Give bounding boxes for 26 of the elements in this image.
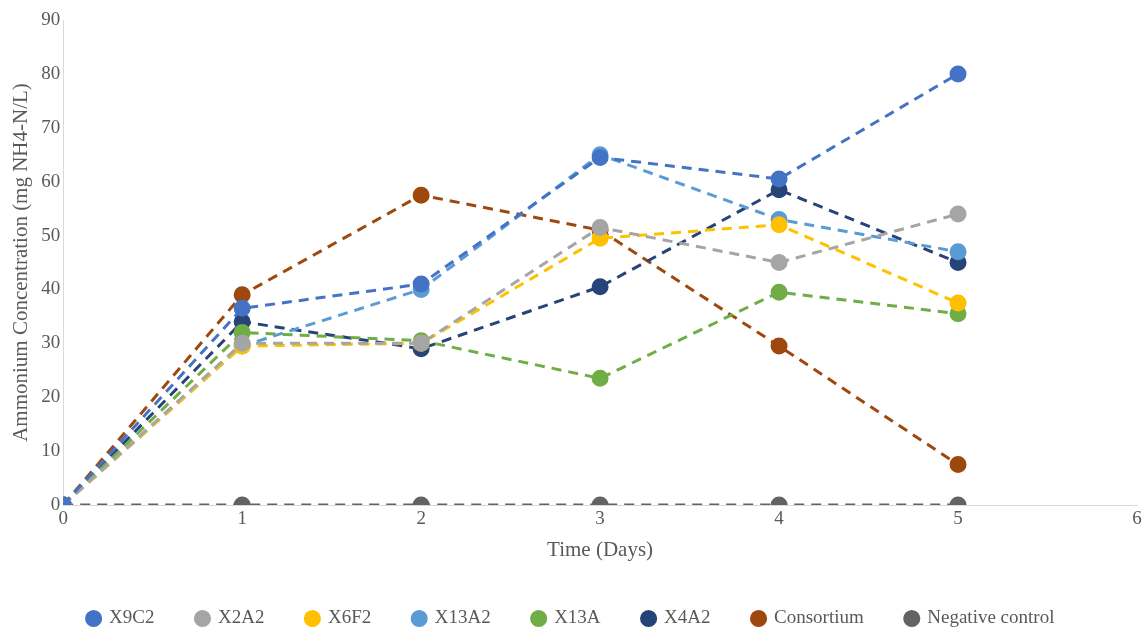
legend-label: X2A2 xyxy=(217,606,265,628)
y-axis-title: Ammonium Concentration (mg NH4-N/L) xyxy=(8,83,33,442)
y-tick-label: 50 xyxy=(41,223,61,245)
x-tick-label: 1 xyxy=(237,507,247,529)
x-tick-label: 4 xyxy=(774,507,785,529)
legend-label: X13A xyxy=(554,606,601,628)
x-tick-label: 5 xyxy=(953,507,963,529)
y-tick-label: 60 xyxy=(41,169,61,191)
legend-label: X4A2 xyxy=(664,606,711,628)
y-tick-label: 30 xyxy=(41,331,61,353)
x-tick-label: 2 xyxy=(416,507,426,529)
legend-label: X13A2 xyxy=(434,606,491,628)
y-tick-label: 80 xyxy=(41,61,61,83)
y-tick-label: 10 xyxy=(41,439,61,461)
y-tick-label: 70 xyxy=(41,115,61,137)
x-tick-label: 3 xyxy=(595,507,605,529)
y-tick-label: 40 xyxy=(41,277,61,299)
y-tick-label: 90 xyxy=(41,7,61,29)
y-tick-label: 0 xyxy=(50,492,61,514)
legend-label: Negative control xyxy=(927,606,1055,628)
legend-label: Consortium xyxy=(774,606,864,628)
legend-label: X6F2 xyxy=(327,606,372,628)
x-axis-title: Time (Days) xyxy=(547,536,654,561)
x-tick-label: 6 xyxy=(1132,507,1142,529)
y-tick-label: 20 xyxy=(41,385,61,407)
legend-label: X9C2 xyxy=(109,606,155,628)
